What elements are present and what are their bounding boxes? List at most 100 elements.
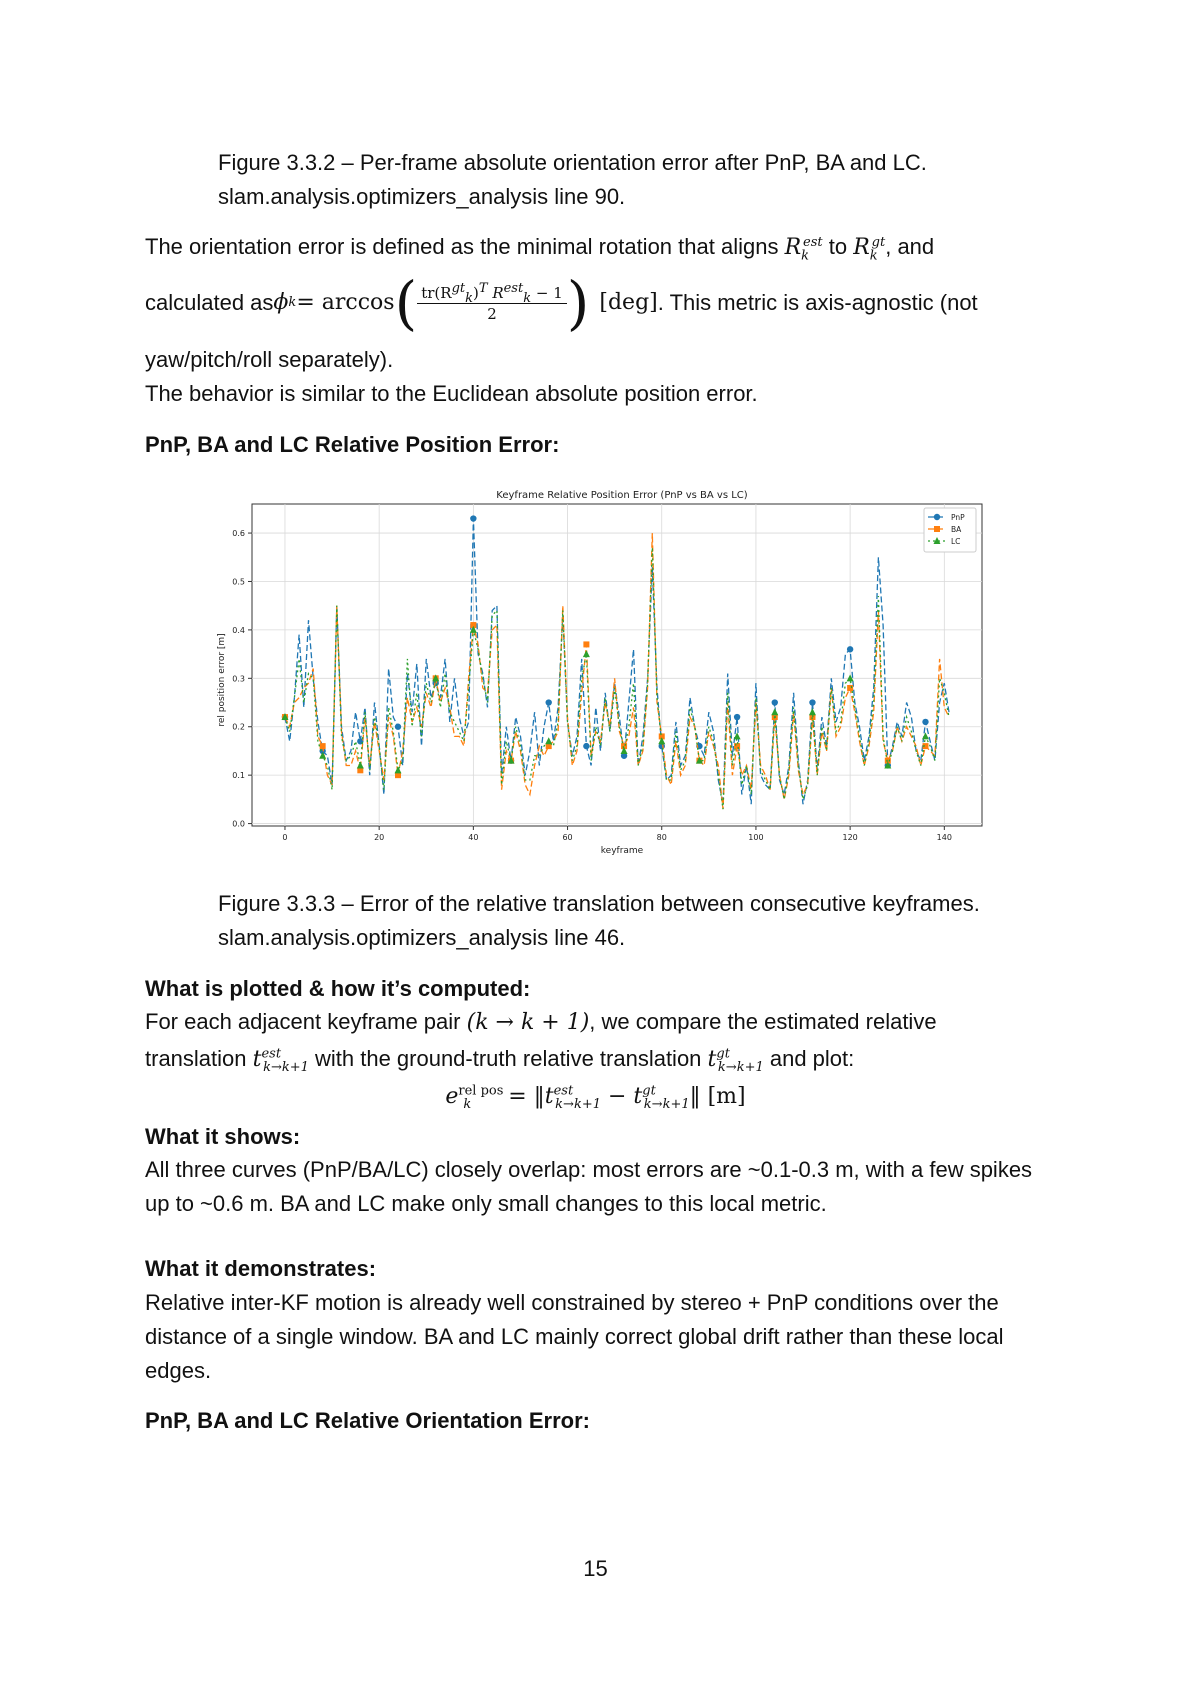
data-point-ba <box>545 743 552 750</box>
data-point-ba <box>395 772 401 779</box>
data-point-lc <box>545 737 553 745</box>
legend-label-lc: LC <box>951 537 960 546</box>
data-point-ba <box>922 743 929 750</box>
data-point-pnp <box>809 699 816 706</box>
fig332-caption-line2: slam.analysis.optimizers_analysis line 9… <box>218 184 626 209</box>
heading-relative-position-error: PnP, BA and LC Relative Position Error: <box>145 432 560 457</box>
data-point-pnp <box>771 699 778 706</box>
data-point-lc <box>281 713 289 721</box>
legend-swatch-marker <box>933 513 941 521</box>
data-point-lc <box>921 732 929 740</box>
phi-symbol: ϕ <box>273 290 289 315</box>
y-tick-label: 0.4 <box>232 626 245 635</box>
data-point-lc <box>507 756 515 764</box>
plotted-line1: For each adjacent keyframe pair (k → k +… <box>145 1009 937 1035</box>
legend-swatch-marker <box>934 526 940 532</box>
series-layer <box>281 515 950 810</box>
y-tick-label: 0.0 <box>232 820 245 829</box>
chart-title: Keyframe Relative Position Error (PnP vs… <box>496 490 747 501</box>
data-point-lc <box>695 756 703 764</box>
legend-label-ba: BA <box>951 525 962 534</box>
legend-swatch-marker <box>933 537 941 544</box>
series-lc <box>281 547 950 810</box>
rpe-chart: Keyframe Relative Position Error (PnP vs… <box>210 480 995 860</box>
data-point-ba <box>884 757 891 764</box>
series-line-lc <box>284 547 950 810</box>
data-point-lc <box>658 737 666 745</box>
series-line-ba <box>284 533 950 810</box>
data-point-lc <box>846 674 854 682</box>
orientation-line1: The orientation error is defined as the … <box>145 234 935 264</box>
data-point-lc <box>771 708 779 716</box>
legend-label-pnp: PnP <box>951 513 965 522</box>
chart-ylabel: rel position error [m] <box>217 633 227 726</box>
y-tick-label: 0.5 <box>232 577 245 586</box>
fig332-caption-line1: Figure 3.3.2 – Per-frame absolute orient… <box>218 150 927 175</box>
data-point-lc <box>394 766 402 774</box>
left-paren: ( <box>394 269 418 337</box>
trace-fraction: tr(Rgtk)T Restk − 1 2 <box>417 282 567 324</box>
x-tick-label: 140 <box>937 833 952 842</box>
y-tick-label: 0.3 <box>232 674 245 683</box>
x-tick-label: 80 <box>657 833 667 842</box>
data-point-lc <box>733 732 741 740</box>
shows-text: All three curves (PnP/BA/LC) closely ove… <box>145 1157 1033 1216</box>
plotted-line2: translation testk→k+1 with the ground-tr… <box>145 1046 855 1076</box>
data-point-pnp <box>620 752 628 759</box>
data-point-ba <box>658 733 665 740</box>
series-ba <box>281 533 950 810</box>
fig333-caption-line2: slam.analysis.optimizers_analysis line 4… <box>218 925 626 950</box>
data-point-ba <box>847 685 854 691</box>
data-point-lc <box>469 625 477 633</box>
rpe-chart-svg: Keyframe Relative Position Error (PnP vs… <box>217 490 983 856</box>
demonstrates-text: Relative inter-KF motion is already well… <box>145 1290 1004 1383</box>
data-point-ba <box>583 641 590 648</box>
fig333-caption-line1: Figure 3.3.3 – Error of the relative tra… <box>218 891 980 916</box>
data-point-lc <box>582 650 590 658</box>
data-point-pnp <box>846 646 854 653</box>
plot-frame <box>251 503 983 827</box>
data-point-lc <box>808 708 816 716</box>
series-pnp <box>281 515 950 805</box>
x-tick-label: 120 <box>842 833 857 842</box>
right-paren: ) <box>566 269 590 337</box>
data-point-lc <box>884 761 892 769</box>
data-point-lc <box>319 751 327 759</box>
data-point-pnp <box>583 742 590 750</box>
data-point-pnp <box>922 718 929 726</box>
data-point-lc <box>356 761 364 769</box>
y-tick-label: 0.6 <box>232 529 245 538</box>
data-point-pnp <box>470 515 477 522</box>
chart-xlabel: keyframe <box>601 846 644 856</box>
data-point-ba <box>470 622 477 629</box>
chart-legend: PnP BA LC <box>923 507 977 553</box>
tick-layer: 0 20 40 60 80 100 120 140 0.0 0.1 0.2 0.3 0.4 0.5 0.6 <box>232 529 952 842</box>
x-tick-label: 20 <box>374 833 384 842</box>
data-point-lc <box>620 746 628 754</box>
grid-layer <box>251 503 983 827</box>
orientation-line3: yaw/pitch/roll separately). <box>145 347 394 372</box>
data-point-pnp <box>733 713 741 721</box>
page-number: 15 <box>583 1556 608 1581</box>
heading-what-it-demonstrates: What it demonstrates: <box>145 1256 377 1281</box>
heading-what-it-shows: What it shows: <box>145 1124 301 1149</box>
y-tick-label: 0.1 <box>232 771 245 780</box>
legend-box <box>923 507 977 553</box>
data-point-ba <box>357 767 364 774</box>
x-tick-label: 0 <box>282 833 287 842</box>
data-point-pnp <box>545 699 552 706</box>
heading-relative-orientation-error: PnP, BA and LC Relative Orientation Erro… <box>145 1408 590 1433</box>
x-tick-label: 100 <box>748 833 763 842</box>
y-tick-label: 0.2 <box>232 723 245 732</box>
data-point-lc <box>432 674 440 682</box>
data-point-ba <box>621 743 628 750</box>
data-point-ba <box>319 743 326 750</box>
series-line-pnp <box>284 518 950 805</box>
data-point-ba <box>734 743 741 750</box>
x-tick-label: 40 <box>468 833 478 842</box>
x-tick-label: 60 <box>562 833 572 842</box>
orientation-line4: The behavior is similar to the Euclidean… <box>145 381 758 406</box>
relpos-equation: erel posk = ‖testk→k+1 − tgtk→k+1‖ [m] <box>445 1083 746 1113</box>
data-point-pnp <box>394 723 402 730</box>
